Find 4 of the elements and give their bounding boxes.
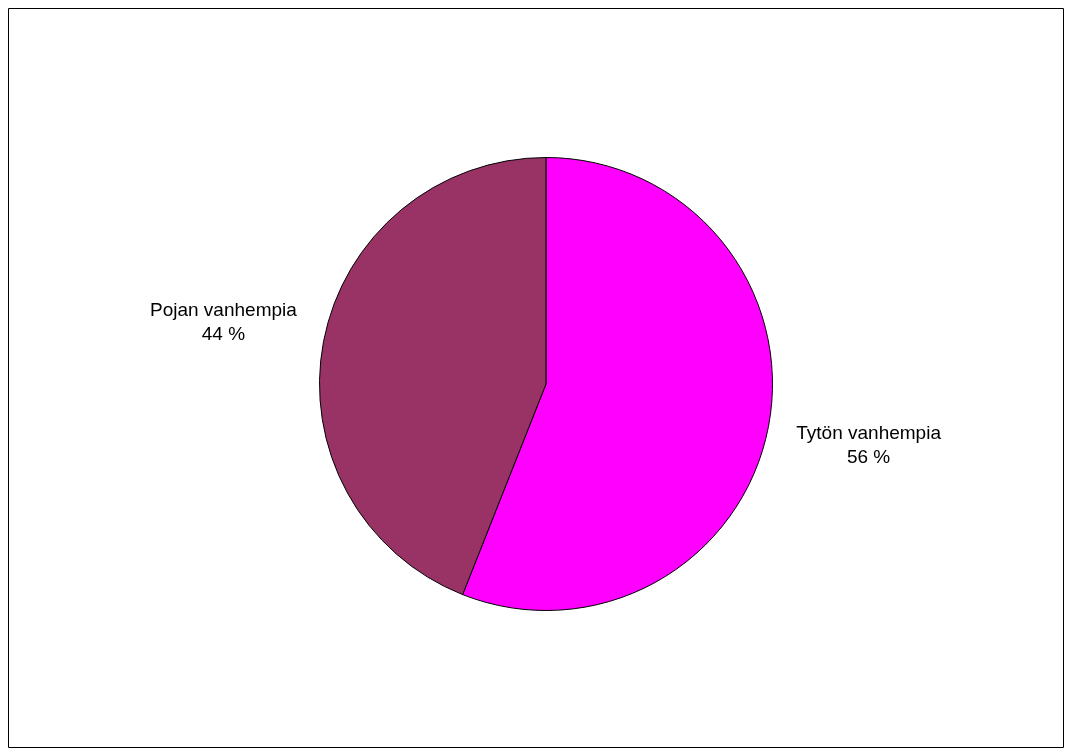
data-label: 56 %	[846, 445, 891, 467]
slice-label: Tytön vanhempia	[796, 421, 942, 443]
data-label: 44 %	[201, 322, 246, 344]
slice-label: Pojan vanhempia	[149, 298, 298, 320]
